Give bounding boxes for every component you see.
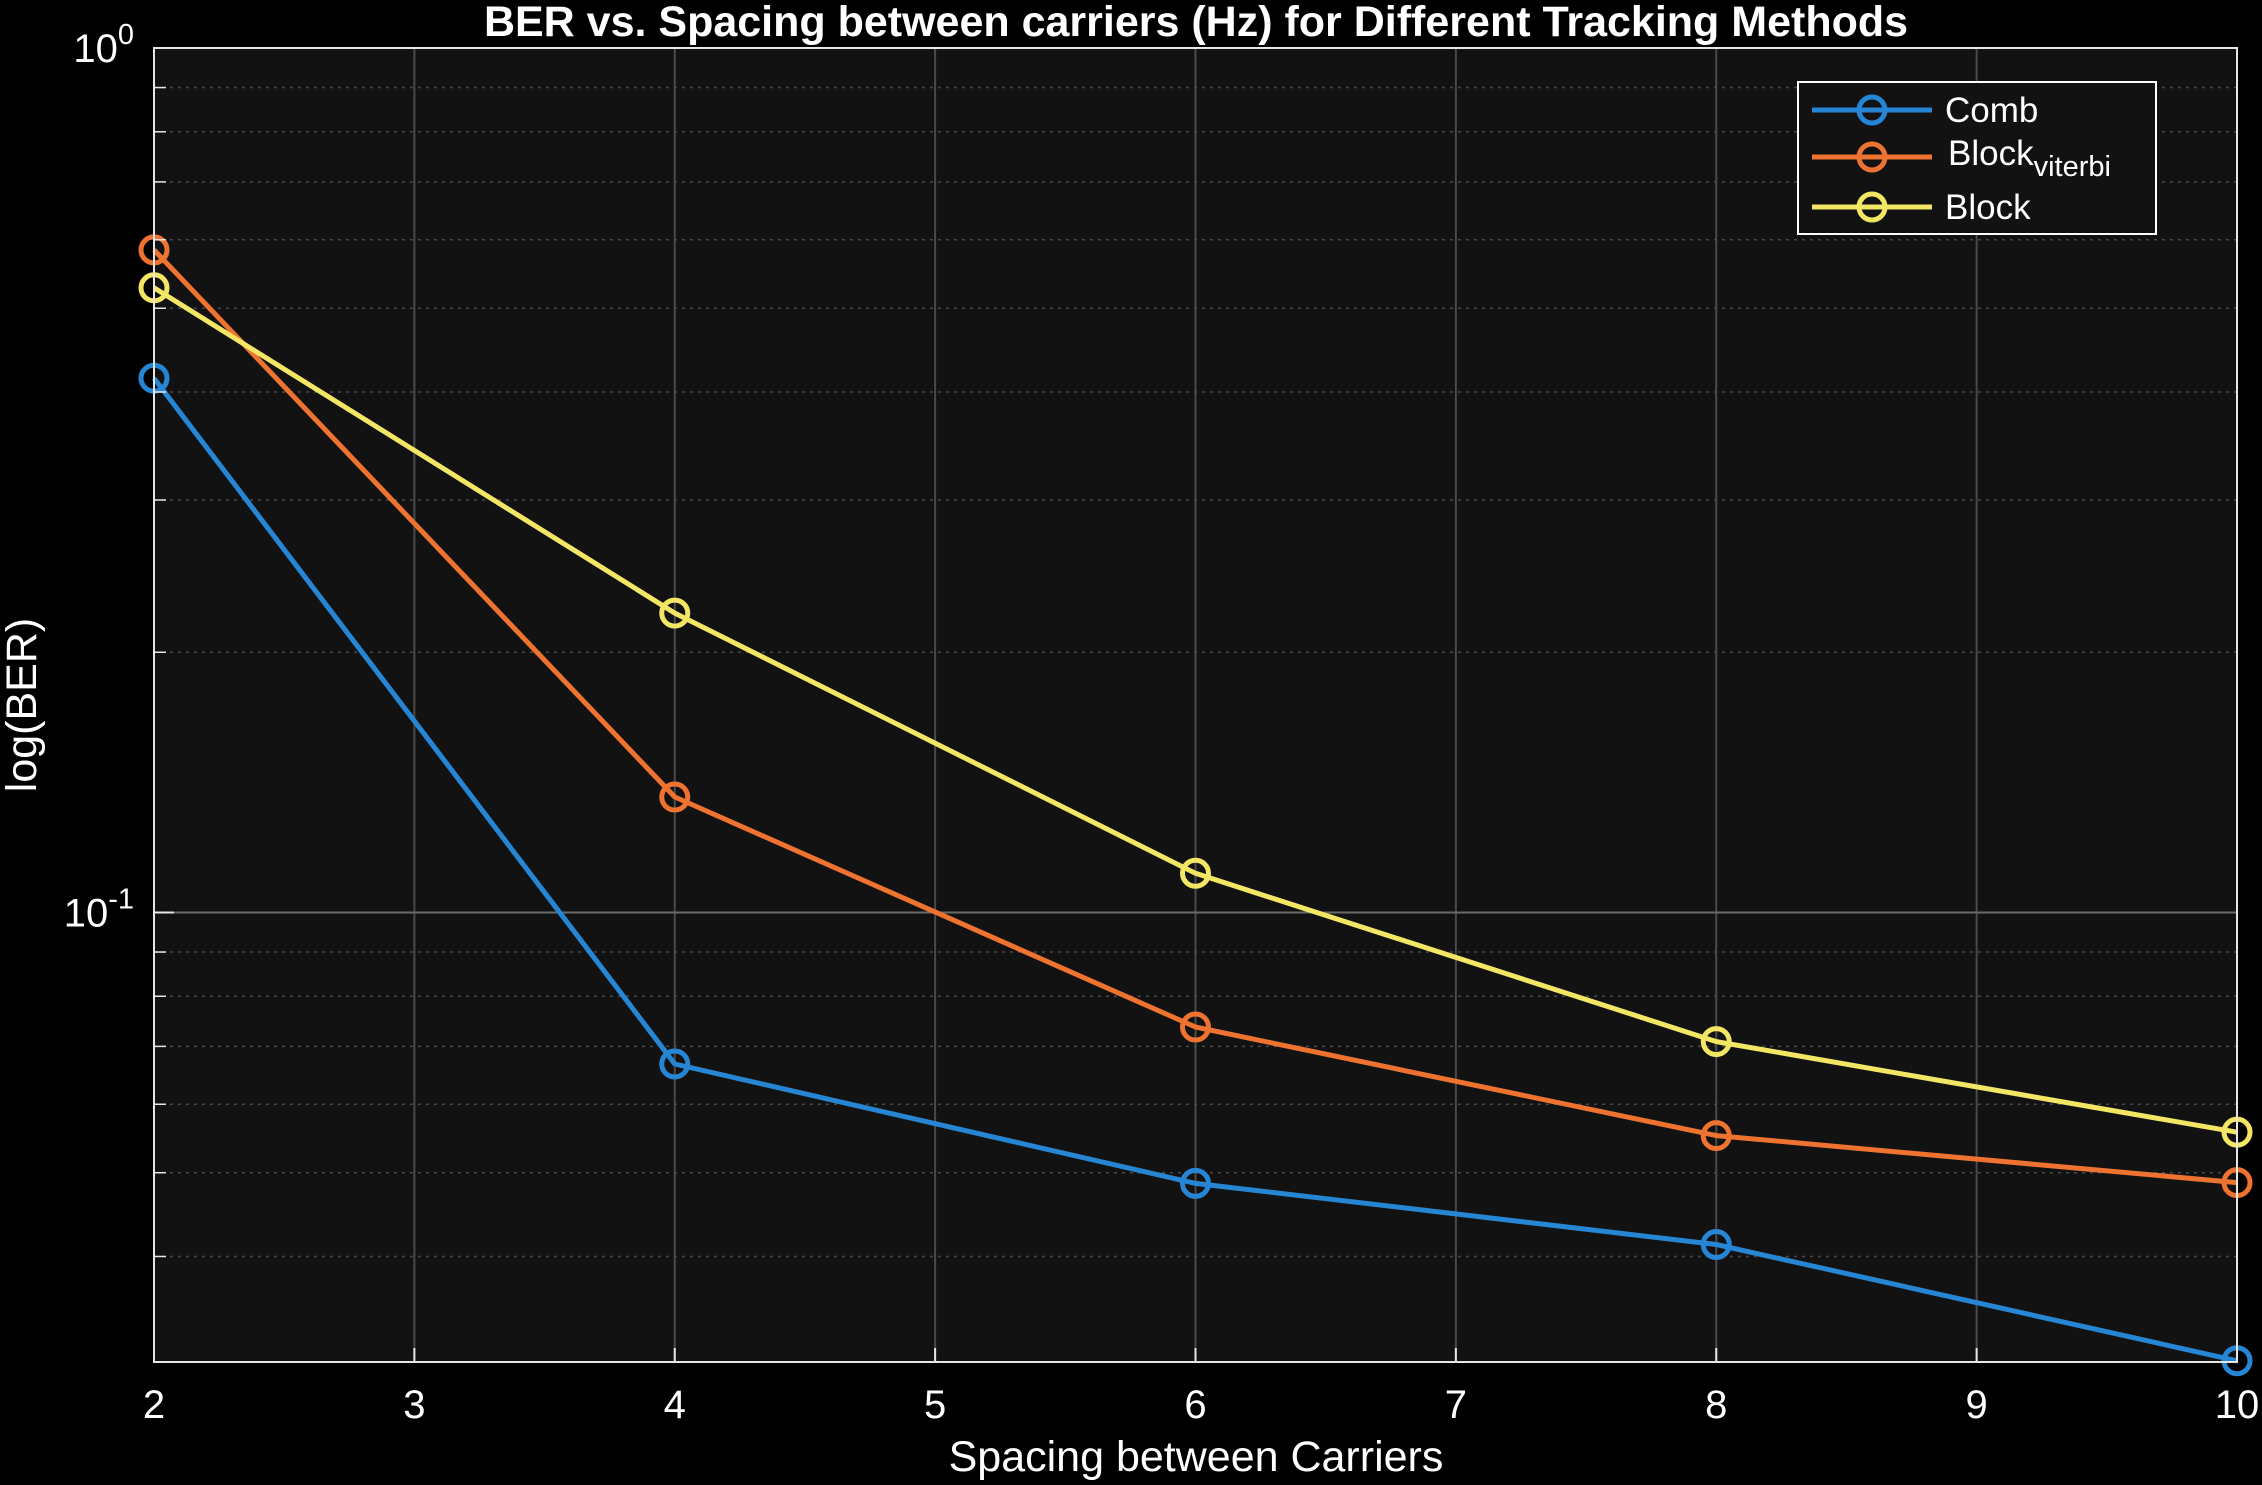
data-point (1180, 1167, 1211, 1199)
x-tick-label: 5 (924, 1383, 946, 1427)
x-tick-label: 2 (143, 1383, 165, 1427)
legend-label-comb: Comb (1945, 91, 2038, 130)
y-tick-exponent: -1 (108, 883, 134, 915)
x-tick-label: 3 (403, 1383, 425, 1427)
legend-label-block: Block (1945, 188, 2031, 227)
y-tick-label: 100 (73, 19, 134, 71)
y-tick-base: 10 (73, 27, 118, 71)
legend-label-blockviterbi: Blockviterbi (1948, 134, 2111, 183)
data-point (1700, 1120, 1732, 1152)
x-tick-label: 4 (664, 1383, 686, 1427)
series-line-0 (152, 376, 2238, 1364)
chart-title: BER vs. Spacing between carriers (Hz) fo… (484, 0, 1908, 46)
legend-label-blockviterbi-sub: viterbi (2034, 151, 2111, 183)
series-line-1 (152, 248, 2238, 1186)
legend-marker-comb (1856, 94, 1888, 126)
x-axis-label: Spacing between Carriers (949, 1433, 1444, 1481)
data-point (1700, 1228, 1732, 1260)
data-point (659, 1048, 691, 1080)
grid (154, 48, 2237, 1362)
legend: Comb Blockviterbi Block (1797, 81, 2157, 235)
data-point (1180, 857, 1211, 889)
x-tick-label: 6 (1184, 1383, 1206, 1427)
x-tick-label: 7 (1445, 1383, 1467, 1427)
data-point (1700, 1026, 1732, 1058)
series-line-2 (152, 285, 2238, 1135)
data-point (1180, 1011, 1211, 1043)
y-axis-label: log(BER) (0, 618, 46, 792)
x-tick-label: 8 (1705, 1383, 1727, 1427)
x-tick-label: 10 (2215, 1383, 2260, 1427)
legend-marker-block (1856, 191, 1888, 223)
legend-marker-blockviterbi (1856, 141, 1888, 173)
data-point (659, 597, 691, 629)
legend-label-blockviterbi-main: Block (1948, 134, 2034, 173)
y-tick-exponent: 0 (118, 19, 134, 51)
data-point (659, 781, 691, 813)
x-tick-label: 9 (1966, 1383, 1988, 1427)
y-tick-label: 10-1 (64, 883, 134, 935)
y-tick-base: 10 (64, 891, 109, 935)
